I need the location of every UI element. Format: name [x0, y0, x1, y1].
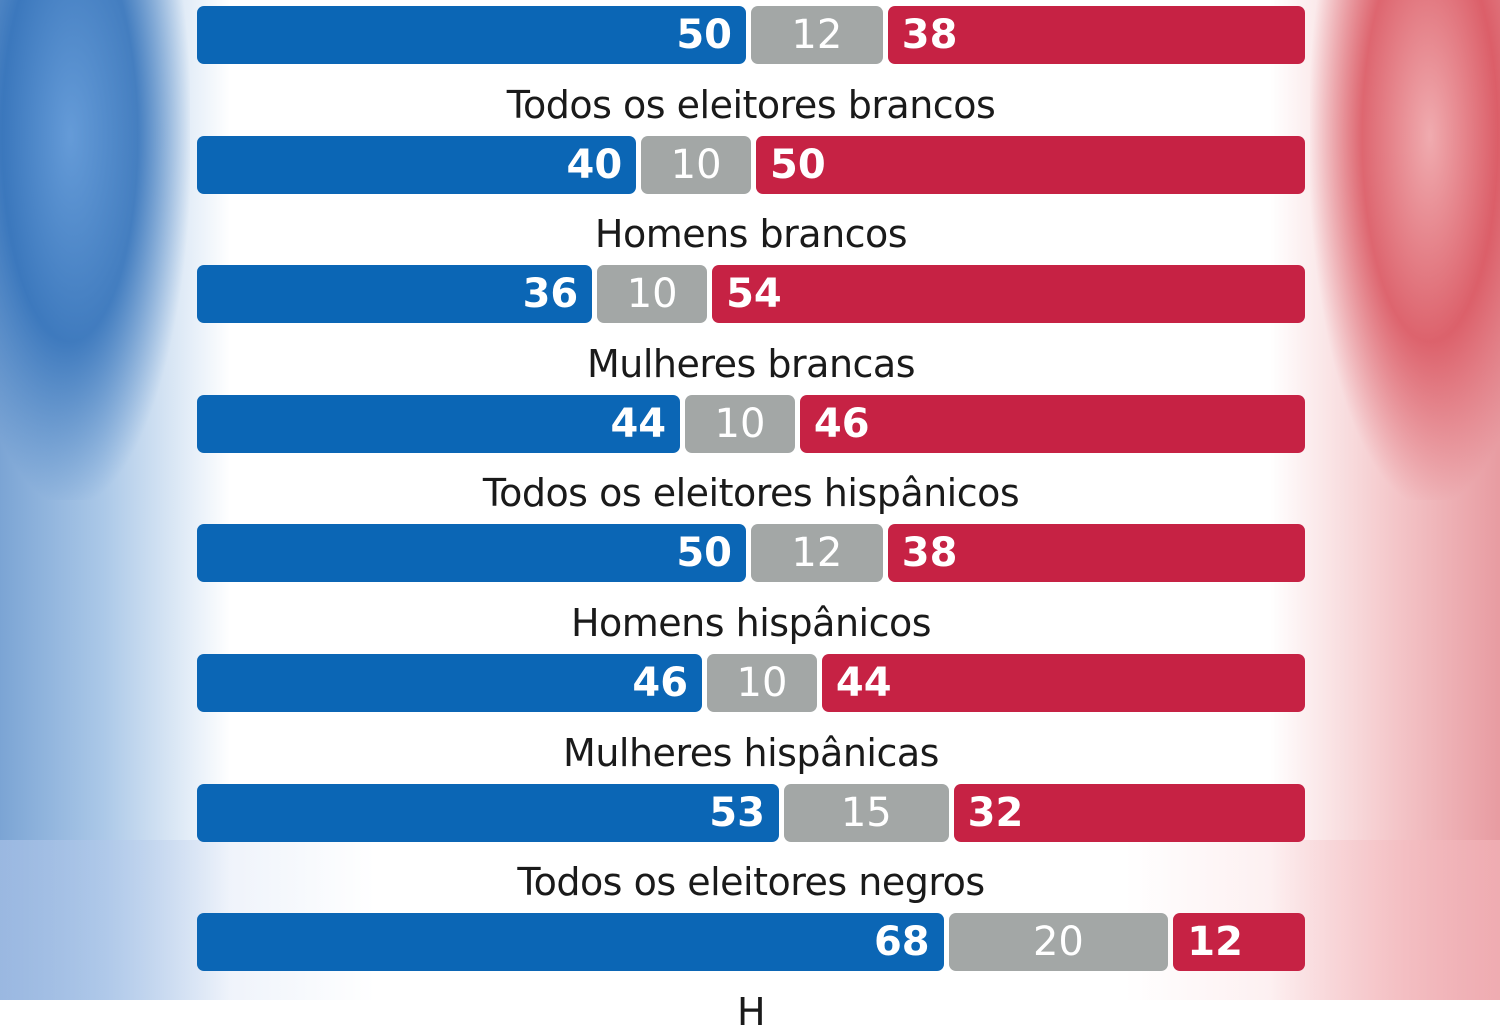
stacked-bar: 46 10 44: [197, 654, 1305, 712]
undecided-bar-segment: 12: [751, 524, 883, 583]
left-candidate-photo: [0, 0, 190, 500]
democrat-bar-segment: 46: [197, 654, 703, 712]
undecided-bar-segment: 10: [707, 654, 817, 712]
democrat-bar-segment: 50: [197, 6, 746, 64]
republican-bar-segment: 44: [821, 654, 1305, 712]
stacked-bar: 44 10 46: [197, 394, 1305, 453]
category-label: Mulheres hispânicas: [563, 730, 939, 775]
category-label: Todos os eleitores hispânicos: [482, 471, 1020, 516]
category-label: Todos os eleitores negros: [517, 860, 985, 905]
stacked-bar: 36 10 54: [197, 265, 1305, 324]
undecided-bar-segment: 15: [783, 783, 949, 842]
republican-bar-segment: 12: [1173, 913, 1305, 972]
republican-bar-segment: 38: [887, 524, 1305, 583]
stacked-bar-chart: 50 12 38 Todos os eleitores brancos 40 10 50 Ho…: [197, 6, 1305, 1034]
republican-bar-segment: 46: [799, 394, 1305, 453]
category-label: Homens brancos: [594, 212, 908, 257]
democrat-bar-segment: 53: [197, 783, 779, 842]
republican-bar-segment: 32: [953, 783, 1305, 842]
undecided-bar-segment: 10: [641, 135, 751, 194]
republican-bar-segment: 54: [712, 265, 1305, 324]
democrat-bar-segment: 40: [197, 135, 637, 194]
undecided-bar-segment: 20: [948, 913, 1169, 972]
right-candidate-photo: [1310, 0, 1500, 500]
democrat-bar-segment: 50: [197, 524, 746, 583]
undecided-bar-segment: 10: [597, 265, 708, 324]
stacked-bar: 53 15 32: [197, 783, 1305, 842]
stacked-bar: 50 12 38: [197, 6, 1305, 64]
republican-bar-segment: 38: [887, 6, 1305, 64]
democrat-bar-segment: 68: [197, 913, 944, 972]
democrat-bar-segment: 36: [197, 265, 593, 324]
stacked-bar: 68 20 12: [197, 913, 1305, 972]
undecided-bar-segment: 12: [751, 6, 883, 64]
stacked-bar: 50 12 38: [197, 524, 1305, 583]
category-label: Homens hispânicos: [570, 601, 932, 645]
republican-bar-segment: 50: [756, 135, 1305, 194]
stacked-bar: 40 10 50: [197, 135, 1305, 194]
democrat-bar-segment: 44: [197, 394, 681, 453]
category-label: H: [736, 989, 766, 1034]
undecided-bar-segment: 10: [685, 394, 795, 453]
category-label: Mulheres brancas: [586, 341, 916, 386]
category-label: Todos os eleitores brancos: [506, 82, 996, 127]
